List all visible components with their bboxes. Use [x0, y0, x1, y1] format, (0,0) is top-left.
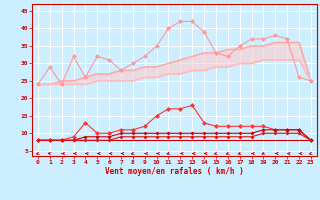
X-axis label: Vent moyen/en rafales ( km/h ): Vent moyen/en rafales ( km/h ): [105, 167, 244, 176]
